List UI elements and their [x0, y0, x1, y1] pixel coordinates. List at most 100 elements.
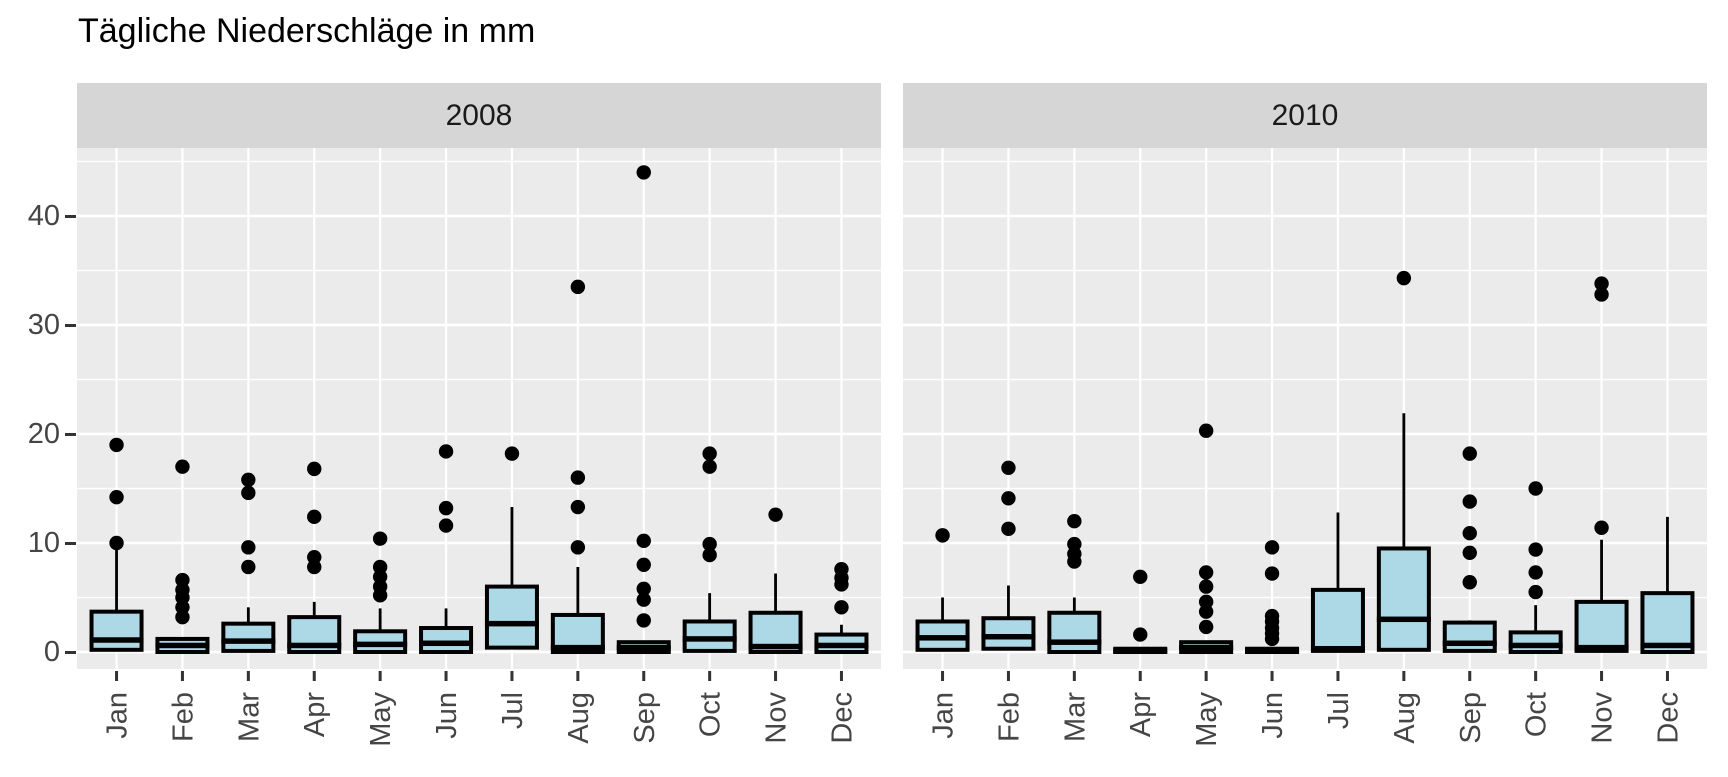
outlier-dot — [438, 444, 454, 459]
box-iqr — [1376, 546, 1431, 652]
chart-title: Tägliche Niederschläge in mm — [78, 12, 536, 50]
outlier-dot — [1198, 423, 1214, 438]
x-axis-tick-mark — [1204, 671, 1208, 681]
median-line — [221, 638, 276, 644]
y-axis-tick-mark — [65, 432, 76, 436]
outlier-dot — [834, 600, 849, 615]
facet-strip-label: 2008 — [445, 98, 513, 132]
x-axis-month-label: Sep — [1455, 692, 1487, 744]
x-axis-month-label: Jan — [928, 692, 960, 739]
outlier-dot — [1133, 627, 1148, 642]
x-axis-month-label: Feb — [993, 692, 1025, 742]
gridline-major — [903, 650, 1707, 654]
outlier-dot — [636, 533, 651, 549]
gridline-major — [903, 214, 1707, 218]
x-axis-tick-mark — [941, 671, 945, 681]
boxplot-2008-Jan — [89, 437, 144, 652]
outlier-dot — [1264, 540, 1280, 555]
y-axis-tick-mark — [65, 541, 76, 545]
outlier-dot — [1198, 594, 1214, 610]
y-axis-tick-mark — [65, 323, 76, 327]
gridline-minor — [77, 160, 881, 163]
y-axis-tick-mark — [65, 650, 76, 654]
outlier-dot — [570, 279, 586, 295]
outlier-dot — [1594, 276, 1609, 291]
gridline-vertical — [1336, 148, 1340, 669]
gridline-vertical — [576, 148, 579, 669]
x-axis-month-label: Mar — [1059, 692, 1091, 742]
outlier-dot — [1198, 579, 1214, 594]
x-axis-tick-mark — [1665, 671, 1669, 681]
box-iqr — [981, 616, 1036, 651]
gridline-major — [77, 650, 881, 654]
median-line — [1245, 648, 1300, 654]
median-line — [1310, 645, 1365, 652]
median-line — [1508, 642, 1563, 649]
boxplot-2010-Dec — [1640, 516, 1695, 655]
gridline-vertical — [444, 148, 448, 669]
facet-strip-label: 2010 — [1271, 98, 1339, 132]
x-axis-month-label: Jul — [1323, 692, 1355, 729]
outlier-dot — [636, 613, 651, 628]
outlier-dot — [834, 561, 849, 577]
median-line — [1047, 639, 1102, 645]
boxplot-2008-Aug — [550, 279, 605, 655]
outlier-dot — [241, 540, 256, 555]
x-axis-month-label: Jun — [431, 692, 463, 739]
outlier-dot — [636, 592, 651, 607]
outlier-dot — [1264, 566, 1280, 581]
gridline-major — [903, 541, 1707, 545]
outlier-dot — [241, 485, 256, 501]
gridline-vertical — [708, 148, 711, 669]
x-axis-tick-mark — [576, 671, 580, 681]
gridline-vertical — [1402, 148, 1405, 669]
outlier-dot — [241, 559, 256, 575]
gridline-vertical — [840, 148, 843, 669]
outlier-dot — [504, 446, 520, 461]
gridline-vertical — [379, 148, 382, 669]
boxplot-2010-Jan — [915, 528, 970, 652]
x-axis-month-label: Sep — [629, 692, 661, 744]
x-axis-month-label: May — [365, 692, 397, 747]
gridline-vertical — [1534, 148, 1537, 669]
gridline-minor — [77, 487, 881, 490]
x-axis-month-label: Aug — [563, 692, 595, 744]
boxplot-2010-Apr — [1113, 569, 1168, 655]
x-axis-month-label: Oct — [695, 692, 727, 737]
x-axis-month-label: Apr — [299, 692, 331, 737]
boxplot-2008-Feb — [155, 459, 210, 655]
outlier-dot — [1462, 494, 1477, 509]
x-axis-tick-mark — [1336, 671, 1340, 681]
outlier-dot — [1528, 481, 1543, 496]
x-axis-month-label: Feb — [167, 692, 199, 742]
x-axis-tick-mark — [180, 671, 184, 681]
x-axis-tick-mark — [1534, 671, 1538, 681]
boxplot-2008-Apr — [287, 461, 342, 654]
gridline-minor — [77, 378, 881, 381]
facet-strip-2010: 2010 — [903, 83, 1707, 148]
outlier-dot — [702, 547, 717, 563]
box-iqr — [221, 621, 276, 653]
gridline-vertical — [1468, 148, 1471, 669]
boxplot-2010-Oct — [1508, 481, 1563, 655]
outlier-dot — [636, 165, 651, 180]
gridline-major — [77, 541, 881, 545]
x-axis-tick-mark — [1402, 671, 1406, 681]
boxplot-2008-May — [353, 531, 408, 655]
boxplot-2010-Aug — [1376, 270, 1431, 652]
outlier-dot — [1462, 545, 1477, 561]
y-axis-tick-label: 20 — [27, 418, 60, 450]
y-axis-tick-label: 10 — [27, 527, 60, 559]
gridline-vertical — [1139, 148, 1142, 669]
median-line — [814, 642, 869, 649]
gridline-vertical — [247, 148, 250, 669]
x-axis-month-label: Oct — [1521, 692, 1553, 737]
median-line — [1179, 644, 1234, 651]
median-line — [1442, 640, 1497, 647]
y-axis-tick-mark — [65, 214, 76, 218]
median-line — [981, 633, 1036, 640]
facet-strip-2008: 2008 — [77, 83, 881, 148]
outlier-dot — [241, 472, 256, 487]
gridline-major — [77, 214, 881, 218]
outlier-dot — [109, 535, 124, 551]
